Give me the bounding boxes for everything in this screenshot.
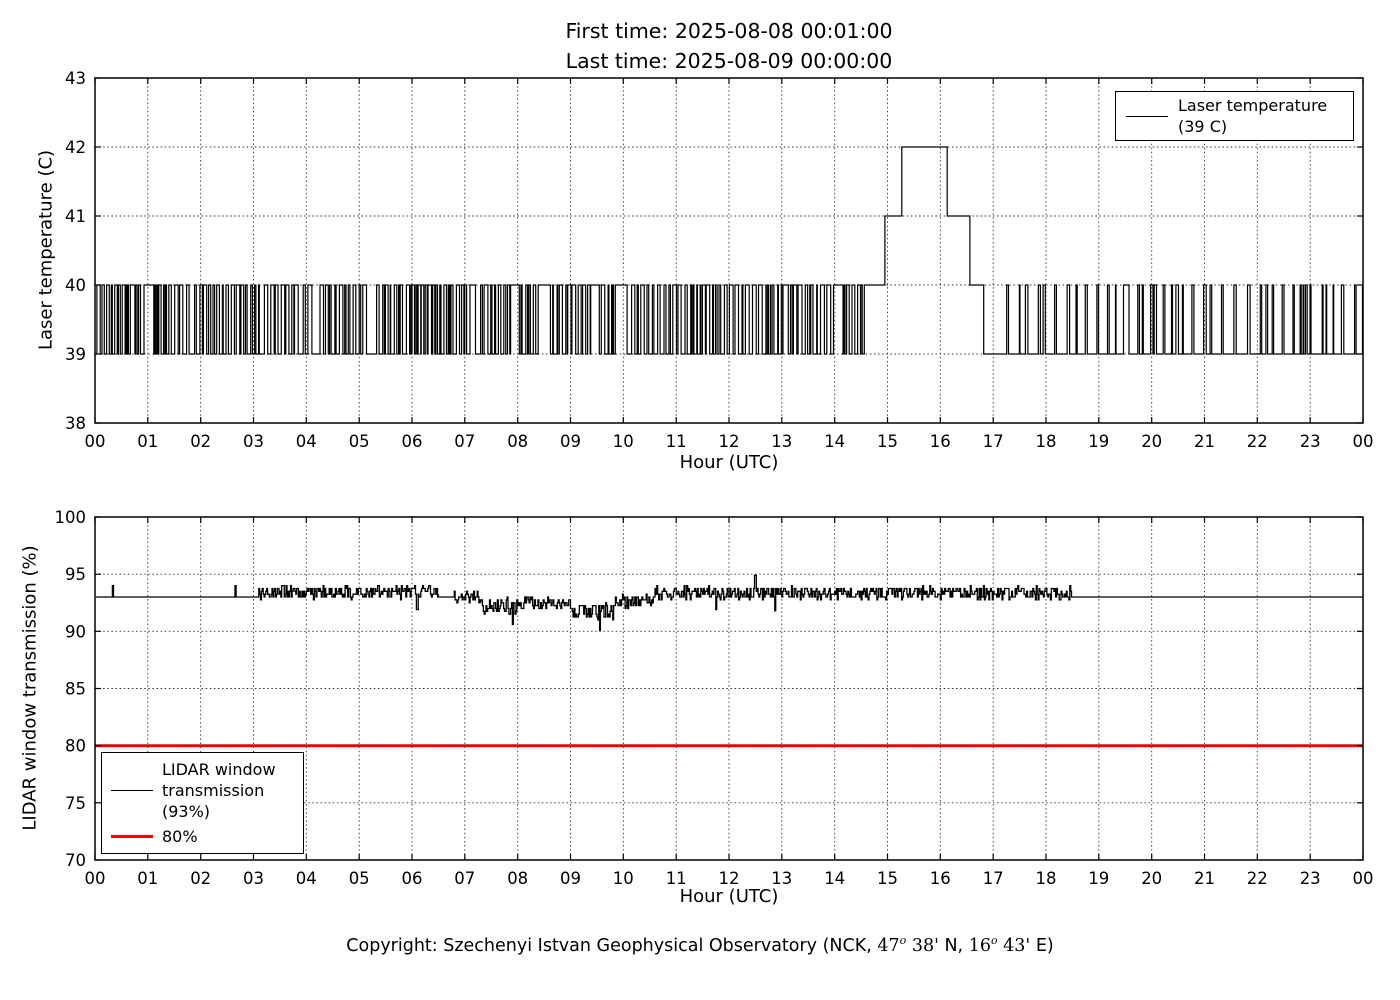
x-tick-label: 00 [85, 432, 106, 451]
laser-temperature-plot: 00 01 02 03 04 05 06 07 08 09 10 11 12 13 14 15 16 17 18 19… [65, 69, 1374, 451]
y-tick-label: 39 [65, 345, 86, 364]
top-plot-ylabel: Laser temperature (C) [35, 149, 57, 351]
x-tick-label: 14 [824, 432, 845, 451]
top-plot-xlabel: Hour (UTC) [679, 452, 779, 473]
copyright-main: Copyright: Szechenyi Istvan Geophysical … [346, 936, 878, 956]
x-tick-label: 19 [1088, 869, 1109, 888]
y-tick-label: 43 [65, 69, 86, 88]
x-tick-label: 00 [1353, 432, 1374, 451]
y-tick-label: 42 [65, 138, 86, 157]
x-tick-label: 23 [1300, 432, 1321, 451]
laser-temperature-legend-line [1126, 115, 1168, 117]
x-tick-label: 20 [1141, 869, 1162, 888]
x-tick-label: 17 [983, 432, 1004, 451]
x-tick-label: 09 [560, 869, 581, 888]
x-tick-label: 03 [243, 869, 264, 888]
x-tick-label: 07 [454, 432, 475, 451]
data-line [95, 146, 1364, 355]
x-tick-label: 17 [983, 869, 1004, 888]
y-tick-label: 70 [65, 851, 86, 870]
threshold-legend-line [111, 835, 153, 838]
figure-title: First time: 2025-08-08 00:01:00 Last tim… [95, 16, 1363, 76]
x-tick-label: 02 [190, 432, 211, 451]
x-tick-label: 07 [454, 869, 475, 888]
lidar-transmission-legend: LIDAR window transmission (93%) 80% [101, 752, 304, 854]
last-time-title: Last time: 2025-08-09 00:00:00 [565, 49, 893, 73]
x-tick-label: 20 [1141, 432, 1162, 451]
y-tick-label: 75 [65, 794, 86, 813]
x-tick-label: 03 [243, 432, 264, 451]
lidar-transmission-plot: 00 01 02 03 04 05 06 07 08 09 10 11 12 13 14 15 16 17 18 19… [55, 508, 1374, 888]
x-tick-label: 10 [613, 869, 634, 888]
x-tick-label: 19 [1088, 432, 1109, 451]
bottom-plot-xlabel: Hour (UTC) [679, 886, 779, 907]
transmission-legend-label-line1: LIDAR window [162, 760, 276, 779]
longitude-degrees: 16 [968, 936, 991, 956]
x-tick-label: 13 [771, 869, 792, 888]
x-tick-label: 16 [930, 869, 951, 888]
y-tick-label: 80 [65, 737, 86, 756]
x-tick-label: 06 [402, 432, 423, 451]
latitude-degrees: 47 [877, 936, 900, 956]
x-tick-label: 22 [1247, 432, 1268, 451]
laser-legend-label-line1: Laser temperature [1178, 96, 1328, 115]
bottom-plot-ylabel: LIDAR window transmission (%) [19, 545, 41, 831]
x-tick-label: 16 [930, 432, 951, 451]
longitude-minutes: 43' [997, 936, 1031, 956]
x-tick-label: 22 [1247, 869, 1268, 888]
x-tick-label: 01 [137, 432, 158, 451]
latitude-minutes: 38' [906, 936, 939, 956]
degree-symbol-lat: o [899, 934, 907, 948]
x-tick-label: 13 [771, 432, 792, 451]
y-tick-label: 95 [65, 565, 86, 584]
x-tick-label: 11 [666, 432, 687, 451]
transmission-legend-label-line3: (93%) [162, 802, 211, 821]
x-tick-label: 11 [666, 869, 687, 888]
y-tick-label: 40 [65, 276, 86, 295]
y-tick-label: 100 [55, 508, 87, 527]
x-tick-label: 09 [560, 432, 581, 451]
threshold-legend-label: 80% [162, 827, 198, 846]
x-tick-label: 12 [719, 869, 740, 888]
x-tick-label: 01 [137, 869, 158, 888]
x-tick-label: 15 [877, 869, 898, 888]
x-tick-label: 18 [1036, 869, 1057, 888]
x-tick-label: 21 [1194, 869, 1215, 888]
x-tick-label: 05 [349, 432, 370, 451]
laser-legend-label-line2: (39 C) [1178, 117, 1228, 136]
x-tick-label: 06 [402, 869, 423, 888]
x-tick-label: 04 [296, 432, 317, 451]
first-time-title: First time: 2025-08-08 00:01:00 [565, 19, 893, 43]
y-tick-label: 38 [65, 414, 86, 433]
x-tick-label: 23 [1300, 869, 1321, 888]
data-line [95, 574, 1363, 631]
x-tick-label: 05 [349, 869, 370, 888]
y-tick-label: 90 [65, 622, 86, 641]
x-tick-label: 00 [85, 869, 106, 888]
y-tick-label: 41 [65, 207, 86, 226]
y-tick-label: 85 [65, 680, 86, 699]
x-tick-label: 04 [296, 869, 317, 888]
x-tick-label: 15 [877, 432, 898, 451]
x-tick-label: 08 [507, 432, 528, 451]
x-tick-label: 02 [190, 869, 211, 888]
x-tick-label: 18 [1036, 432, 1057, 451]
latitude-direction: N, [938, 936, 969, 956]
x-tick-label: 21 [1194, 432, 1215, 451]
laser-temperature-legend: Laser temperature (39 C) [1115, 91, 1354, 141]
x-tick-label: 10 [613, 432, 634, 451]
x-tick-label: 12 [719, 432, 740, 451]
x-tick-label: 00 [1353, 869, 1374, 888]
transmission-legend-label-line2: transmission [162, 781, 265, 800]
x-tick-label: 14 [824, 869, 845, 888]
longitude-direction: E) [1030, 936, 1054, 956]
degree-symbol-lon: o [990, 934, 998, 948]
x-tick-label: 08 [507, 869, 528, 888]
transmission-legend-line [111, 790, 153, 791]
copyright-text: Copyright: Szechenyi Istvan Geophysical … [0, 934, 1400, 956]
